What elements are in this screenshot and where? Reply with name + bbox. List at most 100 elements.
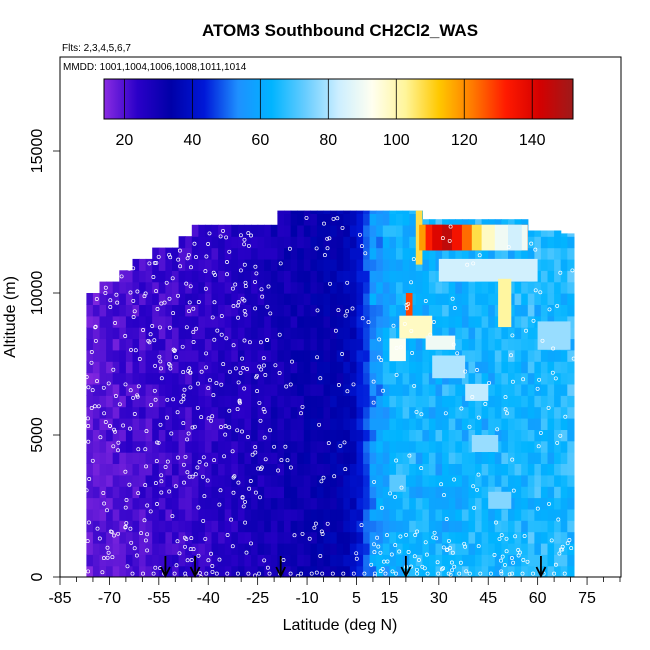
heatmap-cell [415,474,423,487]
heatmap-cell [356,406,364,419]
sample-point [521,558,526,562]
sample-point [385,559,390,564]
heatmap-cell [178,372,186,385]
heatmap-cell [488,372,496,385]
sample-point [217,557,222,562]
heatmap-cell [481,338,489,351]
heatmap-cell [343,406,351,419]
heatmap-cell [349,395,358,408]
heatmap-cell [527,531,535,544]
heatmap-cell [178,270,186,283]
sample-point [372,542,376,547]
heatmap-cell [442,219,450,226]
sample-point [432,530,437,535]
heatmap-cell [284,474,292,487]
heatmap-cell [92,418,101,430]
heatmap-cell [409,395,417,408]
heatmap-cell [343,213,351,226]
sample-point [182,480,186,485]
heatmap-cell [172,258,180,271]
heatmap-cell [343,210,351,214]
sample-point [442,493,446,498]
heatmap-cell [349,486,358,499]
heatmap-cell [560,418,568,430]
sample-point [444,548,449,553]
heatmap-cell [534,247,542,260]
heatmap-cell [224,383,232,396]
heatmap-cell [270,395,278,408]
heatmap-cell [567,361,575,374]
sample-point [155,502,159,506]
heatmap-cell [198,542,206,555]
heatmap-cell [448,418,456,430]
heatmap-cell [442,429,450,442]
heatmap-cell [481,315,489,328]
heatmap-cell [376,213,384,226]
sample-point [398,534,403,539]
heatmap-cell [428,418,437,430]
sample-point [154,260,159,265]
heatmap-cell [244,281,252,294]
heatmap-cell [527,327,535,340]
sample-point [210,315,215,320]
sample-point [102,411,107,416]
heatmap-cell [132,372,140,385]
heatmap-cell [428,520,437,533]
heatmap-cell [211,520,219,533]
heatmap-cell [257,452,265,464]
heatmap-cell [277,338,285,351]
heatmap-cell [224,497,232,510]
heatmap-cell [86,531,94,544]
heatmap-cell [514,486,522,499]
heatmap-cell [172,463,180,476]
heatmap-cell [521,247,529,260]
heatmap-cell [310,542,318,555]
heatmap-cell [231,565,239,577]
heatmap-cell [389,361,397,374]
sample-point [533,288,538,293]
heatmap-cell [251,224,259,237]
heatmap-cell [376,565,384,577]
sample-point [443,411,448,416]
heatmap-cell [323,395,331,408]
sample-point [188,547,193,552]
heatmap-cell [178,236,186,249]
heatmap-cell [376,406,384,419]
sample-point [419,466,424,471]
sample-point [383,571,388,576]
sample-point [191,340,196,344]
heatmap-cell [145,520,153,533]
heatmap-cell [244,258,252,271]
sample-point [268,311,273,316]
heatmap-cell [297,247,305,260]
heatmap-cell [540,486,549,499]
heatmap-cell [237,270,246,283]
heatmap-cell [356,236,364,249]
heatmap-cell [290,304,298,317]
heatmap-cell [251,395,259,408]
heatmap-cell [567,531,575,544]
heatmap-cell [224,554,232,567]
sample-point [472,505,477,510]
heatmap-cell [237,383,246,396]
heatmap-cell [237,497,246,510]
heatmap-cell [270,418,278,430]
sample-point [476,544,481,549]
heatmap-cell [475,338,483,351]
heatmap-cell [475,349,483,362]
heatmap-cell [172,327,180,340]
heatmap-cell [554,418,562,430]
heatmap-cell [349,463,358,476]
heatmap-cell [343,508,351,521]
heatmap-cell [125,338,134,351]
heatmap-cell [422,565,430,577]
heatmap-cell [158,338,166,351]
heatmap-cell [165,452,173,464]
heatmap-cell [409,508,417,521]
sample-point [345,309,350,314]
heatmap-cell [211,281,219,294]
heatmap-cell [540,508,549,521]
heatmap-cell [527,361,535,374]
sample-point [529,241,534,246]
heatmap-cell [284,327,292,340]
